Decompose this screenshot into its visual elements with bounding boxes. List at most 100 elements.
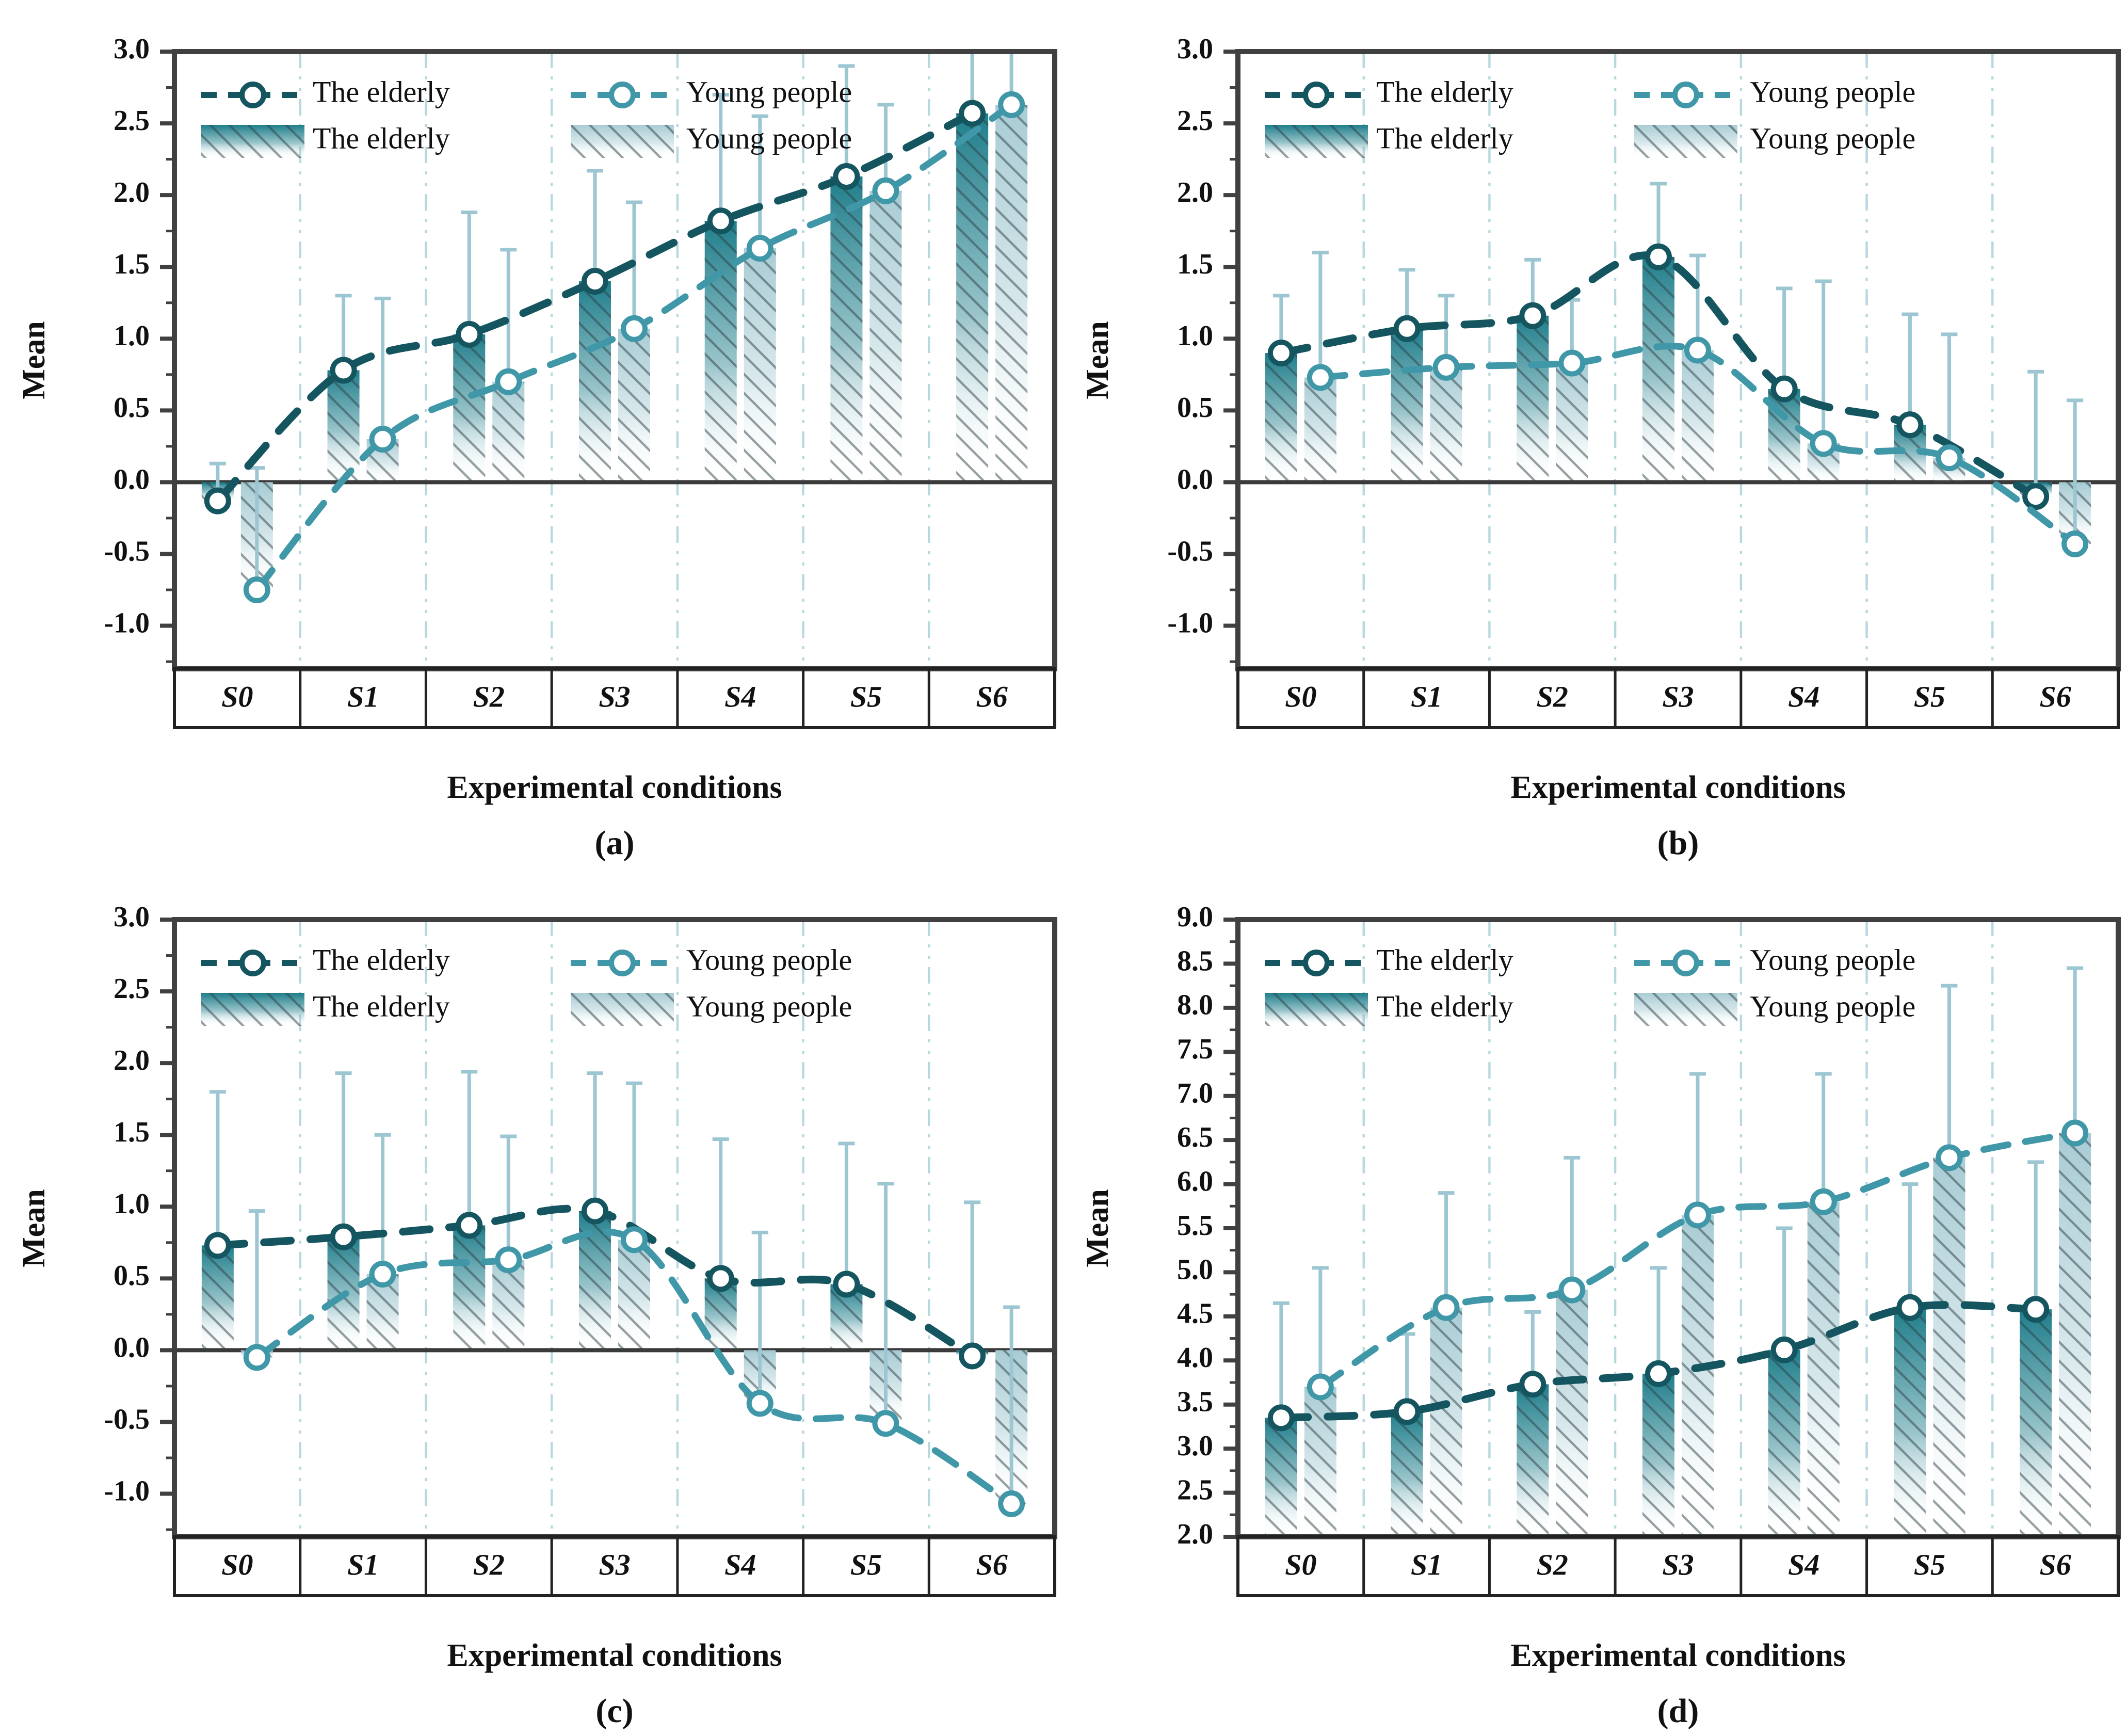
y-axis-title: Mean xyxy=(17,321,52,399)
data-point-marker xyxy=(204,487,231,515)
bars-elderly xyxy=(1265,1307,2052,1537)
data-point-marker xyxy=(1896,1294,1924,1321)
data-point-marker xyxy=(1307,1373,1334,1401)
x-tick-label: S4 xyxy=(724,680,756,713)
data-point-marker xyxy=(872,177,899,204)
y-axis-title: Mean xyxy=(1080,321,1115,399)
x-tick-label: S3 xyxy=(1662,680,1694,713)
data-point-marker xyxy=(582,268,608,295)
legend-label: The elderly xyxy=(313,75,450,108)
data-point-marker xyxy=(1519,1371,1546,1398)
data-point-marker xyxy=(369,425,396,453)
y-tick-label: 3.0 xyxy=(1177,1430,1213,1462)
y-axis: 3.0 2.5 2.0 1.5 1.0 0.5 0.0 -0.5 -1.0 xyxy=(104,901,174,1531)
x-tick-label: S0 xyxy=(221,1548,253,1581)
y-axis-title: Mean xyxy=(1080,1189,1115,1267)
data-point-marker xyxy=(330,357,357,384)
legend-label: The elderly xyxy=(313,943,450,976)
error-bars-elderly xyxy=(209,1070,981,1356)
x-tick-label: S1 xyxy=(1411,1548,1442,1581)
x-axis-title: Experimental conditions xyxy=(447,1638,782,1673)
legend-label: Young people xyxy=(1750,989,1915,1023)
data-point-marker xyxy=(1519,302,1546,329)
y-tick-label: -1.0 xyxy=(104,607,150,639)
x-tick-label: S3 xyxy=(599,1548,630,1581)
y-tick-label: 1.0 xyxy=(114,320,150,352)
legend-label: The elderly xyxy=(1376,121,1513,155)
legend-marker-icon xyxy=(1672,82,1699,108)
error-bars-elderly xyxy=(209,52,974,501)
y-tick-label: 1.5 xyxy=(114,248,150,280)
bars-young xyxy=(240,104,1028,590)
data-point-marker xyxy=(2022,483,2050,510)
legend-label: Young people xyxy=(1750,943,1915,976)
legend-marker-icon xyxy=(609,950,636,976)
y-tick-label: 6.5 xyxy=(1177,1121,1213,1153)
y-tick-label: 1.0 xyxy=(1177,320,1213,352)
panel-label: (d) xyxy=(1657,1692,1699,1730)
x-category-box: S0 S1 S2 S3 S4 S5 S6 xyxy=(1236,1535,2120,1597)
markers-elderly xyxy=(204,100,986,515)
y-tick-label: 6.0 xyxy=(1177,1165,1213,1197)
y-tick-label: 0.0 xyxy=(1177,463,1213,495)
data-point-marker xyxy=(959,1342,986,1370)
data-point-marker xyxy=(495,368,522,395)
legend-label: Young people xyxy=(686,121,852,155)
legend-label: The elderly xyxy=(313,121,450,155)
y-tick-label: -1.0 xyxy=(1167,607,1213,639)
markers-young xyxy=(243,1226,1025,1518)
x-category-box: S0 S1 S2 S3 S4 S5 S6 xyxy=(173,1535,1056,1597)
x-tick-label: S4 xyxy=(1788,1548,1819,1581)
x-tick-label: S5 xyxy=(850,680,882,713)
markers-young xyxy=(1307,336,2089,558)
data-point-marker xyxy=(1432,1294,1460,1321)
x-category-box: S0 S1 S2 S3 S4 S5 S6 xyxy=(1236,667,2120,729)
y-tick-label: 4.5 xyxy=(1177,1298,1213,1330)
data-point-marker xyxy=(833,1271,860,1298)
legend-label: The elderly xyxy=(1376,75,1513,108)
y-tick-label: 1.0 xyxy=(114,1188,150,1220)
data-point-marker xyxy=(2022,1296,2050,1323)
legend-label: Young people xyxy=(686,989,852,1023)
legend: The elderly Young people The elderly Young … xyxy=(1265,75,1915,158)
error-bars-young xyxy=(1312,966,2084,1387)
y-tick-label: 2.0 xyxy=(1177,176,1213,208)
data-point-marker xyxy=(582,1197,608,1225)
data-point-marker xyxy=(1267,340,1295,367)
data-point-marker xyxy=(1770,1336,1798,1363)
x-tick-label: S5 xyxy=(1914,680,1945,713)
panel-a-chart: 3.0 2.5 2.0 1.5 1.0 0.5 0.0 -0.5 -1.0 Mean The eld… xyxy=(17,33,1057,862)
legend: The elderly Young people The elderly Young … xyxy=(201,943,852,1026)
y-tick-label: 3.0 xyxy=(114,33,150,65)
data-point-marker xyxy=(746,1390,774,1417)
y-tick-label: 3.0 xyxy=(114,901,150,933)
markers-young xyxy=(243,91,1025,604)
data-point-marker xyxy=(456,1212,483,1239)
y-tick-label: 2.5 xyxy=(114,973,150,1005)
y-tick-label: 0.5 xyxy=(114,1260,150,1292)
x-tick-label: S5 xyxy=(1914,1548,1945,1581)
legend-label: Young people xyxy=(686,943,852,976)
legend-label: Young people xyxy=(1750,75,1915,108)
legend-marker-icon xyxy=(239,950,266,976)
y-tick-label: -0.5 xyxy=(104,1403,150,1435)
panel-a: 3.0 2.5 2.0 1.5 1.0 0.5 0.0 -0.5 -1.0 Mean The eld… xyxy=(0,0,1064,868)
data-point-marker xyxy=(746,235,774,262)
x-tick-label: S4 xyxy=(724,1548,756,1581)
x-axis-title: Experimental conditions xyxy=(1510,770,1845,805)
y-tick-label: 2.5 xyxy=(1177,1474,1213,1506)
x-tick-label: S2 xyxy=(1537,1548,1568,1581)
data-point-marker xyxy=(1558,349,1586,377)
legend-marker-icon xyxy=(1303,950,1330,976)
data-point-marker xyxy=(621,1226,648,1253)
data-point-marker xyxy=(1645,243,1672,270)
legend: The elderly Young people The elderly Young … xyxy=(201,75,852,158)
bars-elderly xyxy=(1265,256,2052,497)
x-tick-label: S0 xyxy=(221,680,253,713)
x-axis-title: Experimental conditions xyxy=(447,770,782,805)
x-tick-label: S1 xyxy=(347,1548,379,1581)
legend: The elderly Young people The elderly Young … xyxy=(1265,943,1915,1026)
y-axis: 3.0 2.5 2.0 1.5 1.0 0.5 0.0 -0.5 -1.0 xyxy=(1167,33,1238,663)
data-point-marker xyxy=(2061,1119,2089,1147)
data-point-marker xyxy=(1267,1404,1295,1432)
